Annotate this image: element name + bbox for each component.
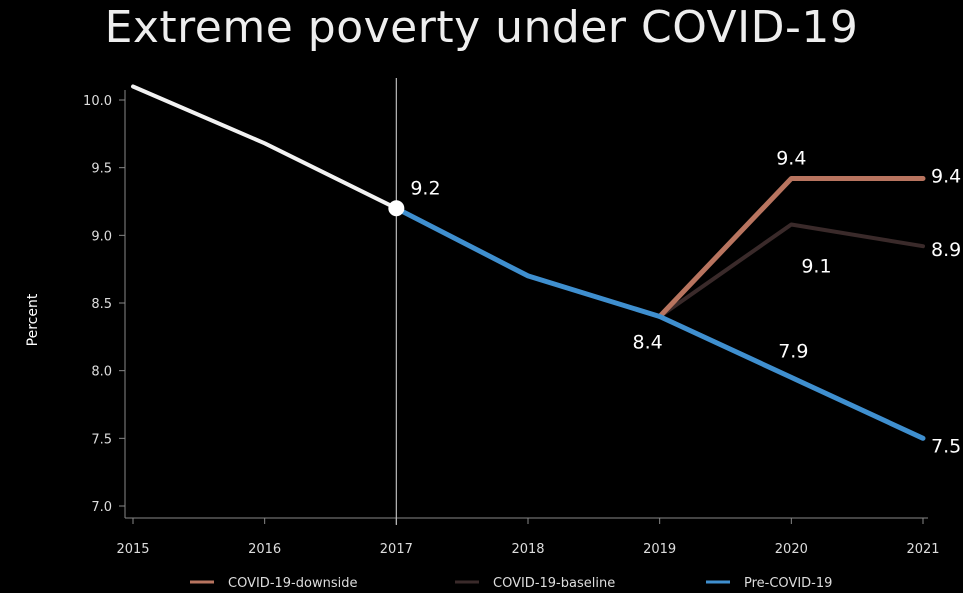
x-tick-label: 2021 — [906, 542, 939, 557]
data-labels: 9.2 9.4 9.4 9.1 8.9 8.4 7.9 7.5 — [410, 147, 961, 457]
y-tick-label: 7.0 — [91, 500, 112, 515]
y-tick-label: 7.5 — [91, 432, 112, 447]
data-label: 9.4 — [931, 165, 961, 187]
series-line-covid-19-downside — [657, 176, 926, 319]
legend: COVID-19-downside COVID-19-baseline Pre-CO… — [190, 576, 832, 591]
x-tick-label: 2015 — [116, 542, 149, 557]
data-label: 7.9 — [778, 340, 808, 362]
data-label: 8.4 — [633, 332, 663, 354]
data-label: 7.5 — [931, 435, 961, 457]
axes: 7.0 7.5 8.0 8.5 9.0 9.5 10.0 2015 2016 2017 2018 20… — [25, 78, 940, 557]
x-tick-label: 2018 — [511, 542, 544, 557]
chart-title: Extreme poverty under COVID-19 — [104, 2, 859, 53]
data-label: 8.9 — [931, 239, 961, 261]
series-line-historical — [131, 84, 399, 211]
point-marker — [388, 200, 405, 217]
legend-label: COVID-19-downside — [228, 576, 357, 591]
y-tick-label: 8.5 — [91, 297, 112, 312]
y-axis-label: Percent — [25, 293, 41, 346]
x-tick-label: 2017 — [380, 542, 413, 557]
x-tick-label: 2020 — [775, 542, 808, 557]
y-tick-label: 9.5 — [91, 162, 112, 177]
legend-label: COVID-19-baseline — [493, 576, 615, 591]
x-tick-label: 2016 — [248, 542, 281, 557]
x-tick-label: 2019 — [643, 542, 676, 557]
data-label: 9.1 — [801, 256, 831, 278]
series-line-covid-19-baseline — [657, 222, 925, 319]
legend-label: Pre-COVID-19 — [744, 576, 832, 591]
series-line-pre-covid-19 — [393, 205, 926, 441]
data-label: 9.4 — [776, 147, 806, 169]
series-group — [131, 84, 926, 441]
y-tick-label: 10.0 — [83, 94, 112, 109]
y-tick-label: 8.0 — [91, 365, 112, 380]
y-tick-label: 9.0 — [91, 229, 112, 244]
data-label: 9.2 — [410, 177, 440, 199]
